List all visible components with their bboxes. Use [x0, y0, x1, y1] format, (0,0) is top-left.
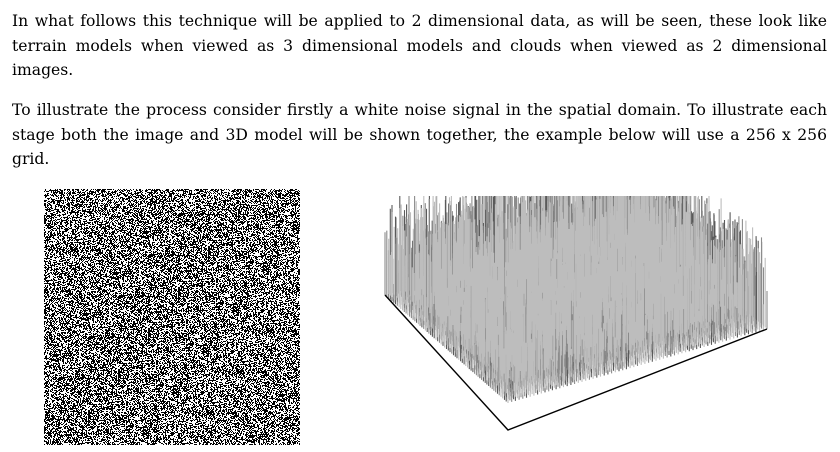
paragraph-intro: In what follows this technique will be a… — [12, 12, 827, 79]
white-noise-image — [44, 189, 300, 445]
terrain-spikes — [384, 196, 768, 403]
terrain-base-outline — [384, 294, 768, 431]
white-noise-3d-model — [384, 196, 768, 431]
paragraph-white-noise: To illustrate the process consider first… — [12, 101, 827, 168]
spike-layer — [388, 196, 766, 403]
